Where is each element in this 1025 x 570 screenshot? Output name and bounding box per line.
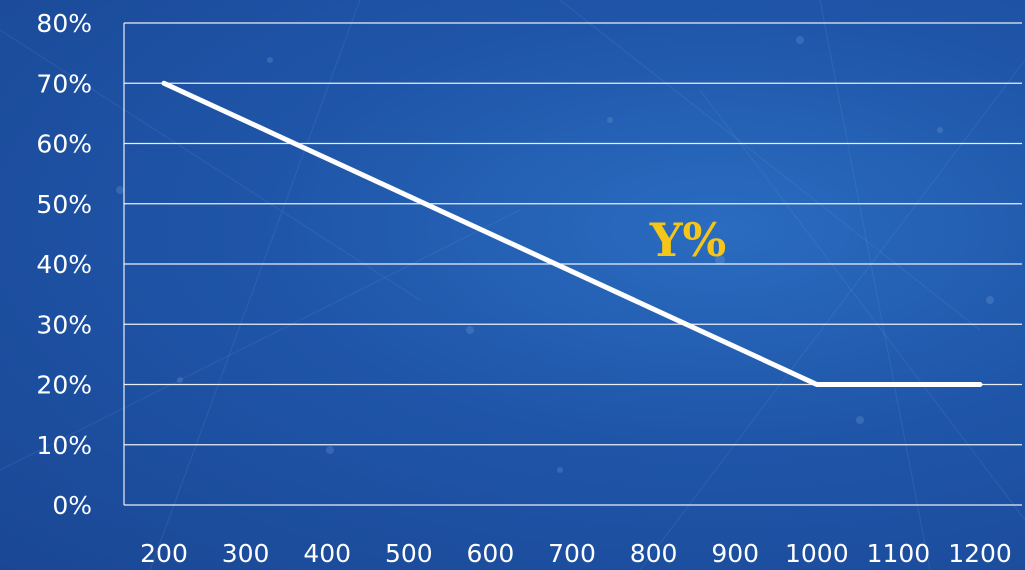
x-tick-label: 1200 [948, 539, 1012, 568]
y-tick-label: 20% [36, 371, 92, 400]
x-tick-label: 800 [630, 539, 678, 568]
y-tick-label: 10% [36, 431, 92, 460]
x-axis-ticks: 200 300 400 500 600 700 800 900 1000 1100 1200 [140, 539, 1012, 568]
x-tick-label: 1000 [785, 539, 849, 568]
x-tick-label: 400 [303, 539, 351, 568]
y-tick-label: 80% [36, 9, 92, 38]
y-tick-label: 0% [52, 491, 92, 520]
y-axis-ticks: 0% 10% 20% 30% 40% 50% 60% 70% 80% [36, 9, 92, 520]
gridlines [123, 22, 1022, 506]
x-tick-label: 900 [711, 539, 759, 568]
series-line [161, 80, 983, 387]
x-tick-label: 600 [467, 539, 515, 568]
y-tick-label: 60% [36, 130, 92, 159]
x-tick-label: 200 [140, 539, 188, 568]
y-tick-label: 40% [36, 250, 92, 279]
x-tick-label: 1100 [867, 539, 931, 568]
x-tick-label: 500 [385, 539, 433, 568]
y-tick-label: 50% [36, 190, 92, 219]
x-tick-label: 700 [548, 539, 596, 568]
x-tick-label: 300 [222, 539, 270, 568]
y-tick-label: 70% [36, 69, 92, 98]
y-tick-label: 30% [36, 310, 92, 339]
series-layer [161, 80, 983, 387]
chart-annotation: Y% [649, 213, 727, 267]
